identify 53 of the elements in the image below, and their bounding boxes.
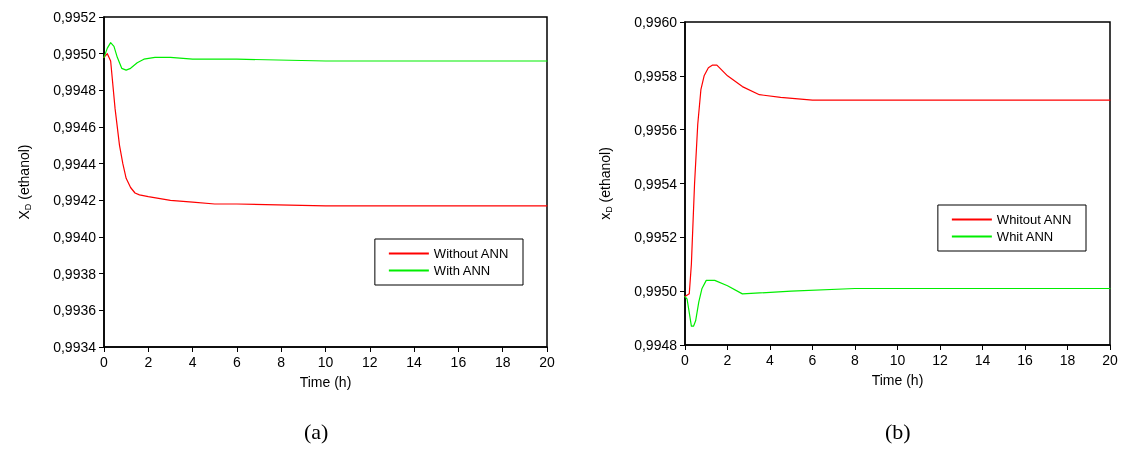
y-tick-label: 0,9950 — [634, 283, 678, 300]
x-tick-label: 4 — [766, 352, 775, 368]
y-tick-label: 0,9950 — [53, 45, 97, 62]
x-tick-label: 10 — [317, 354, 334, 370]
y-axis-title: xD (ethanol) — [596, 147, 614, 220]
y-tick-label: 0,9952 — [634, 229, 678, 246]
y-tick-label: 0,9954 — [634, 175, 678, 192]
line-series — [103, 53, 548, 207]
x-tick-label: 6 — [233, 354, 241, 370]
x-axis-title: Time (h) — [871, 372, 924, 388]
y-tick-label: 0,9956 — [634, 121, 678, 138]
x-tick-label: 0 — [100, 354, 109, 370]
x-tick-label: 6 — [808, 352, 817, 368]
y-tick-label: 0,9946 — [53, 119, 97, 135]
x-tick-label: 16 — [450, 354, 467, 370]
x-tick-label: 14 — [406, 354, 423, 370]
line-series — [103, 42, 548, 71]
legend-label: Without ANN — [433, 246, 509, 261]
x-tick-label: 20 — [539, 354, 555, 370]
line-series — [684, 279, 1111, 327]
x-tick-label: 12 — [932, 352, 948, 368]
y-tick-label: 0,9940 — [53, 229, 97, 245]
x-tick-label: 18 — [494, 354, 511, 370]
y-tick-label: 0,9944 — [53, 155, 97, 172]
y-tick-label: 0,9948 — [634, 337, 678, 353]
y-tick-label: 0,9936 — [53, 302, 97, 319]
y-tick-label: 0,9952 — [53, 9, 97, 25]
x-tick-label: 0 — [681, 352, 690, 368]
y-tick-label: 0,9938 — [53, 265, 97, 282]
legend-label: With ANN — [433, 263, 491, 278]
x-tick-label: 8 — [851, 352, 860, 368]
legend-label: Whit ANN — [996, 229, 1054, 244]
legend-label: Whitout ANN — [996, 212, 1072, 227]
x-axis-title: Time (h) — [299, 374, 352, 390]
y-axis-title: XD (ethanol) — [15, 144, 33, 220]
line-series — [684, 64, 1111, 298]
x-tick-label: 2 — [144, 354, 153, 370]
y-tick-label: 0,9958 — [634, 67, 678, 84]
x-tick-label: 8 — [277, 354, 286, 370]
x-tick-label: 20 — [1102, 352, 1118, 368]
y-tick-label: 0,9960 — [634, 14, 678, 30]
text: (b) — [885, 418, 911, 444]
x-tick-label: 12 — [362, 354, 378, 370]
y-tick-label: 0,9942 — [53, 192, 97, 209]
y-tick-label: 0,9948 — [53, 82, 97, 99]
y-tick-label: 0,9934 — [53, 339, 97, 355]
x-tick-label: 18 — [1059, 352, 1076, 368]
text: (a) — [304, 418, 329, 444]
x-tick-label: 4 — [188, 354, 197, 370]
x-tick-label: 2 — [723, 352, 732, 368]
x-tick-label: 16 — [1017, 352, 1033, 368]
x-tick-label: 10 — [889, 352, 906, 368]
x-tick-label: 14 — [974, 352, 991, 368]
